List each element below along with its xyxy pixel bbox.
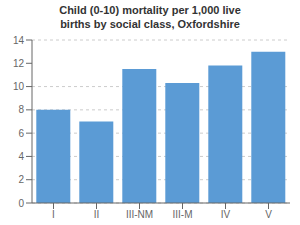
svg-text:12: 12 — [13, 58, 25, 69]
svg-text:IV: IV — [221, 209, 231, 220]
svg-text:10: 10 — [13, 81, 25, 92]
svg-text:I: I — [52, 209, 55, 220]
svg-text:2: 2 — [18, 174, 24, 185]
svg-text:III-M: III-M — [173, 209, 193, 220]
svg-text:II: II — [94, 209, 100, 220]
svg-text:0: 0 — [18, 198, 24, 209]
svg-text:III-NM: III-NM — [126, 209, 153, 220]
svg-text:4: 4 — [18, 151, 24, 162]
svg-text:6: 6 — [18, 128, 24, 139]
svg-text:V: V — [265, 209, 272, 220]
svg-text:8: 8 — [18, 104, 24, 115]
svg-text:14: 14 — [13, 35, 25, 46]
html-text:Child (0-10) mortality per 1,0: Child (0-10) mortality per 1,000 live — [59, 4, 241, 16]
html-text:births by social class, Oxford: births by social class, Oxfordshire — [60, 18, 240, 30]
